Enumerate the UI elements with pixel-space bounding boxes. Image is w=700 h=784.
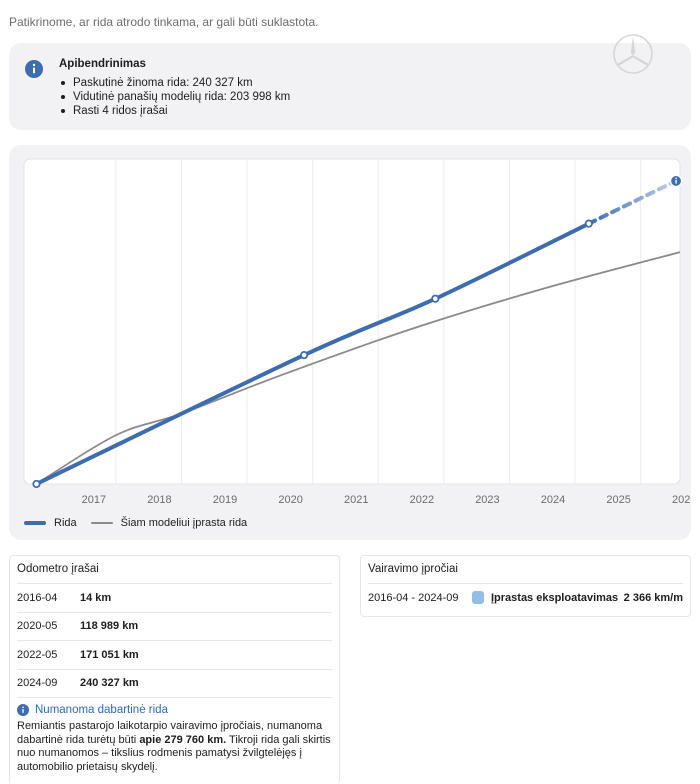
plot-area: [23, 158, 681, 485]
x-tick-label: 2025: [606, 494, 630, 506]
x-tick-label: 2023: [475, 494, 499, 506]
estimate-text-part-2: Tikroji rida gali skirtis nuo numanomos …: [17, 733, 331, 773]
odometer-records-card: Odometro įrašai 2016-04 14 km 2020-05 11…: [9, 555, 340, 784]
legend-swatch-rida: [24, 521, 46, 525]
rida-data-point[interactable]: [32, 479, 41, 489]
mileage-chart: 2017 2018 2019 2020 2021 2022 2023 2024 2025 2026: [23, 158, 691, 506]
rida-projection-line: [586, 178, 679, 226]
legend-item-typical: Šiam modeliui įprasta rida: [90, 517, 248, 529]
rida-data-point[interactable]: [431, 294, 440, 303]
record-km: 14 km: [80, 591, 112, 604]
table-row: 2024-09 240 327 km: [17, 668, 332, 698]
driving-habits-card: Vairavimo įpročiai 2016-04 - 2024-09 Įpr…: [360, 555, 691, 617]
table-row: 2020-05 118 989 km: [17, 611, 332, 641]
record-km: 171 051 km: [80, 648, 139, 661]
record-date: 2024-09: [17, 677, 58, 690]
typical-mileage-line: [35, 251, 681, 485]
table-row: 2016-04 14 km: [17, 583, 332, 612]
summary-item-average-mileage: Vidutinė panašių modelių rida: 203 998 k…: [59, 90, 290, 104]
mercedes-star-logo: [613, 34, 653, 74]
chart-legend: Rida Šiam modeliui įprasta rida: [24, 517, 261, 529]
record-date: 2022-05: [17, 648, 58, 661]
estimated-mileage-section: Numanoma dabartinė rida Remiantis pastar…: [17, 697, 332, 774]
summary-item-records-count: Rasti 4 ridos įrašai: [59, 104, 290, 118]
mileage-chart-card: 2017 2018 2019 2020 2021 2022 2023 2024 2025 2026: [9, 145, 691, 540]
estimate-value: apie 279 760 km.: [139, 733, 227, 746]
estimated-mileage-title: Numanoma dabartinė rida: [35, 704, 168, 716]
legend-swatch-typical: [90, 522, 113, 524]
estimate-text-part-1: Remiantis pastarojo laikotarpio vairavim…: [17, 720, 323, 746]
table-row: 2016-04 - 2024-09 Įprastas eksploatavima…: [368, 583, 683, 612]
record-km: 118 989 km: [80, 620, 139, 633]
estimated-mileage-text: Remiantis pastarojo laikotarpio vairavim…: [17, 720, 332, 774]
habit-value: 2 366 km/m: [623, 591, 683, 604]
habit-range: 2016-04 - 2024-09: [368, 591, 459, 604]
table-row: 2022-05 171 051 km: [17, 640, 332, 669]
record-km: 240 327 km: [80, 677, 139, 690]
projection-info-icon[interactable]: [669, 174, 683, 188]
summary-list: Paskutinė žinoma rida: 240 327 km Viduti…: [59, 76, 290, 118]
odometer-title: Odometro įrašai: [17, 563, 99, 575]
habits-title: Vairavimo įpročiai: [368, 563, 458, 575]
info-icon: [17, 704, 29, 716]
x-tick-label: 2022: [410, 494, 434, 506]
x-tick-label: 2020: [278, 494, 302, 506]
record-date: 2016-04: [17, 591, 58, 604]
x-tick-label: 2018: [147, 494, 171, 506]
summary-title: Apibendrinimas: [59, 58, 146, 70]
rida-data-point[interactable]: [300, 350, 309, 360]
x-tick-label: 2026: [672, 494, 691, 506]
habit-type: Įprastas eksploatavimas: [490, 591, 619, 604]
record-date: 2020-05: [17, 620, 58, 633]
legend-label-rida: Rida: [54, 517, 77, 529]
habit-color-swatch: [471, 591, 484, 605]
summary-item-last-mileage: Paskutinė žinoma rida: 240 327 km: [59, 76, 290, 90]
x-tick-label: 2024: [541, 494, 565, 506]
intro-text: Patikrinome, ar rida atrodo tinkama, ar …: [9, 15, 319, 29]
x-tick-label: 2021: [344, 494, 368, 506]
summary-card: Apibendrinimas Paskutinė žinoma rida: 24…: [9, 43, 691, 130]
legend-item-rida: Rida: [24, 517, 77, 529]
legend-label-typical: Šiam modeliui įprasta rida: [120, 517, 248, 529]
estimated-mileage-header: Numanoma dabartinė rida: [17, 704, 332, 716]
info-icon: [25, 60, 43, 78]
rida-data-point[interactable]: [584, 219, 593, 228]
x-tick-label: 2017: [82, 494, 106, 506]
rida-line: [34, 221, 591, 486]
x-tick-label: 2019: [213, 494, 237, 506]
